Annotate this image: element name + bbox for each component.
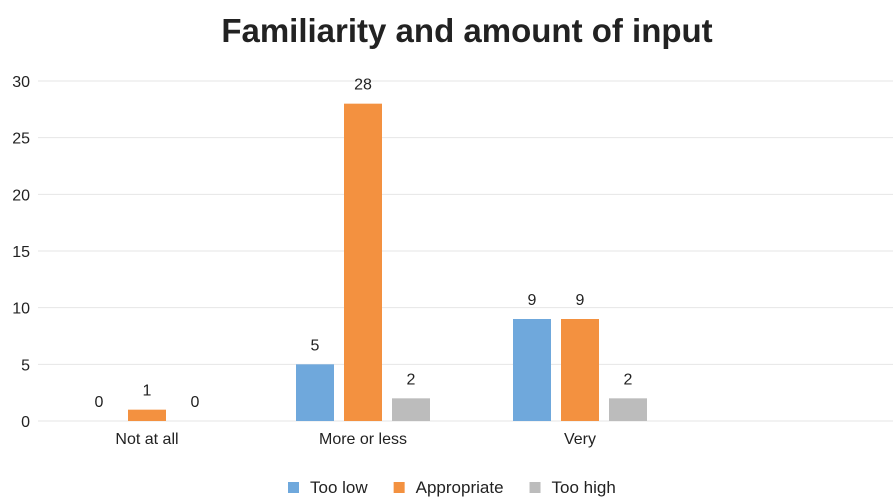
data-label: 9 bbox=[528, 292, 537, 309]
legend-item: Too low bbox=[288, 478, 368, 497]
gridlines bbox=[38, 80, 893, 422]
y-tick-label: 10 bbox=[12, 301, 30, 318]
y-axis-ticks: 0 5 10 15 20 25 30 bbox=[12, 74, 30, 431]
legend-item: Appropriate bbox=[393, 478, 504, 497]
data-label: 5 bbox=[311, 337, 320, 354]
legend-swatch bbox=[529, 482, 541, 493]
legend-label: Too high bbox=[552, 478, 616, 497]
x-axis-categories: Not at all More or less Very bbox=[115, 431, 596, 448]
bar-0-1 bbox=[128, 409, 166, 421]
y-tick-label: 25 bbox=[12, 131, 30, 148]
y-tick-label: 15 bbox=[12, 244, 30, 261]
data-labels: 0 1 0 5 28 2 9 9 2 bbox=[95, 77, 633, 411]
y-tick-label: 20 bbox=[12, 187, 30, 204]
data-label: 9 bbox=[576, 292, 585, 309]
bar-2-2 bbox=[609, 398, 647, 421]
category-label: Very bbox=[564, 431, 596, 448]
chart-title: Familiarity and amount of input bbox=[221, 12, 712, 49]
y-tick-label: 30 bbox=[12, 74, 30, 91]
data-label: 28 bbox=[354, 77, 372, 94]
y-tick-label: 5 bbox=[21, 357, 30, 374]
legend-item: Too high bbox=[529, 478, 616, 497]
category-label: More or less bbox=[319, 431, 407, 448]
legend: Too low Appropriate Too high bbox=[288, 478, 616, 497]
bars bbox=[128, 103, 647, 422]
y-tick-label: 0 bbox=[21, 414, 30, 431]
data-label: 1 bbox=[143, 383, 152, 400]
legend-swatch bbox=[288, 482, 299, 493]
bar-2-1 bbox=[561, 319, 599, 421]
category-label: Not at all bbox=[115, 431, 178, 448]
legend-swatch bbox=[393, 482, 405, 493]
legend-label: Too low bbox=[310, 478, 368, 497]
bar-1-1 bbox=[344, 103, 382, 422]
data-label: 2 bbox=[624, 371, 633, 388]
data-label: 2 bbox=[407, 371, 416, 388]
bar-1-2 bbox=[392, 398, 430, 421]
bar-2-0 bbox=[513, 319, 551, 421]
bar-1-0 bbox=[296, 364, 334, 421]
legend-label: Appropriate bbox=[416, 478, 504, 497]
data-label: 0 bbox=[191, 394, 200, 411]
data-label: 0 bbox=[95, 394, 104, 411]
